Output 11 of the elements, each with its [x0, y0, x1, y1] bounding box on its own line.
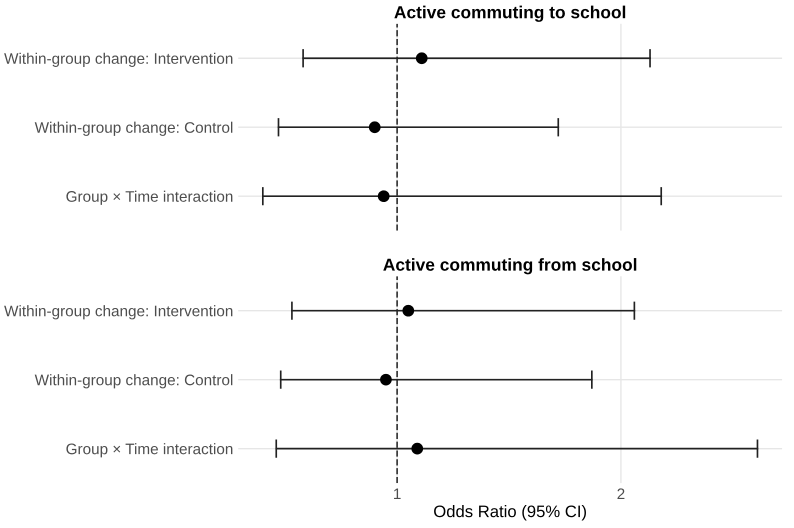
y-tick-label: Within-group change: Intervention	[4, 305, 232, 320]
y-tick-label: Within-group change: Intervention	[4, 52, 232, 67]
y-tick-label: Group × Time interaction	[66, 190, 232, 205]
y-tick-label: Within-group change: Control	[34, 122, 232, 136]
chart-title: Active commuting to school	[394, 6, 626, 22]
x-axis-title: Odds Ratio (95% CI)	[434, 505, 586, 521]
y-tick-label: Within-group change: Control	[34, 374, 232, 388]
y-tick-label: Group × Time interaction	[66, 443, 232, 458]
chart-title: Active commuting from school	[383, 258, 636, 274]
x-tick-label: 1	[394, 488, 401, 500]
x-tick-label: 2	[617, 488, 624, 500]
